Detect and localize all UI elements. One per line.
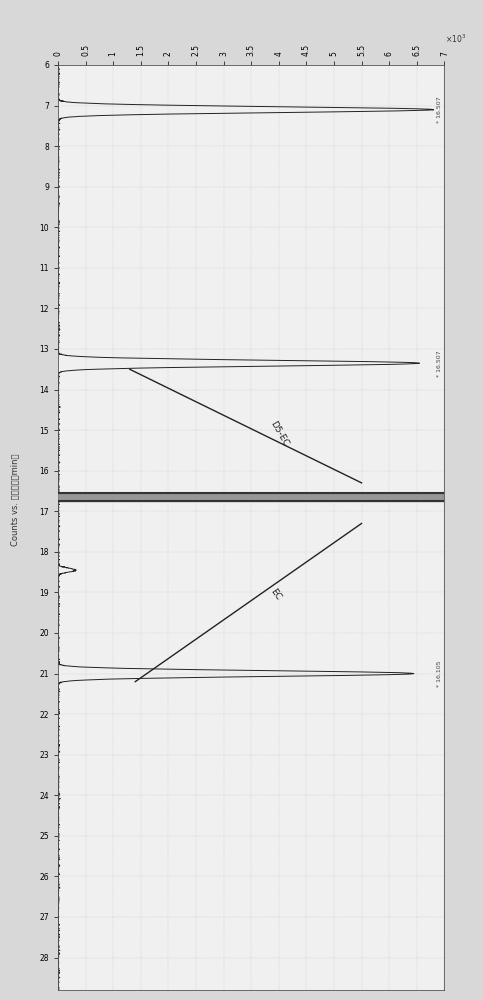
Text: Counts vs. 保留时间（min）: Counts vs. 保留时间（min） [10,454,19,546]
Text: EC: EC [269,587,283,602]
Text: $\times$10$^3$: $\times$10$^3$ [445,32,467,45]
Text: * 16.507: * 16.507 [437,96,441,123]
Text: * 16.507: * 16.507 [437,350,441,377]
Text: * 16.105: * 16.105 [437,660,441,687]
Text: D5-EC: D5-EC [268,420,290,448]
Bar [58,493,444,501]
